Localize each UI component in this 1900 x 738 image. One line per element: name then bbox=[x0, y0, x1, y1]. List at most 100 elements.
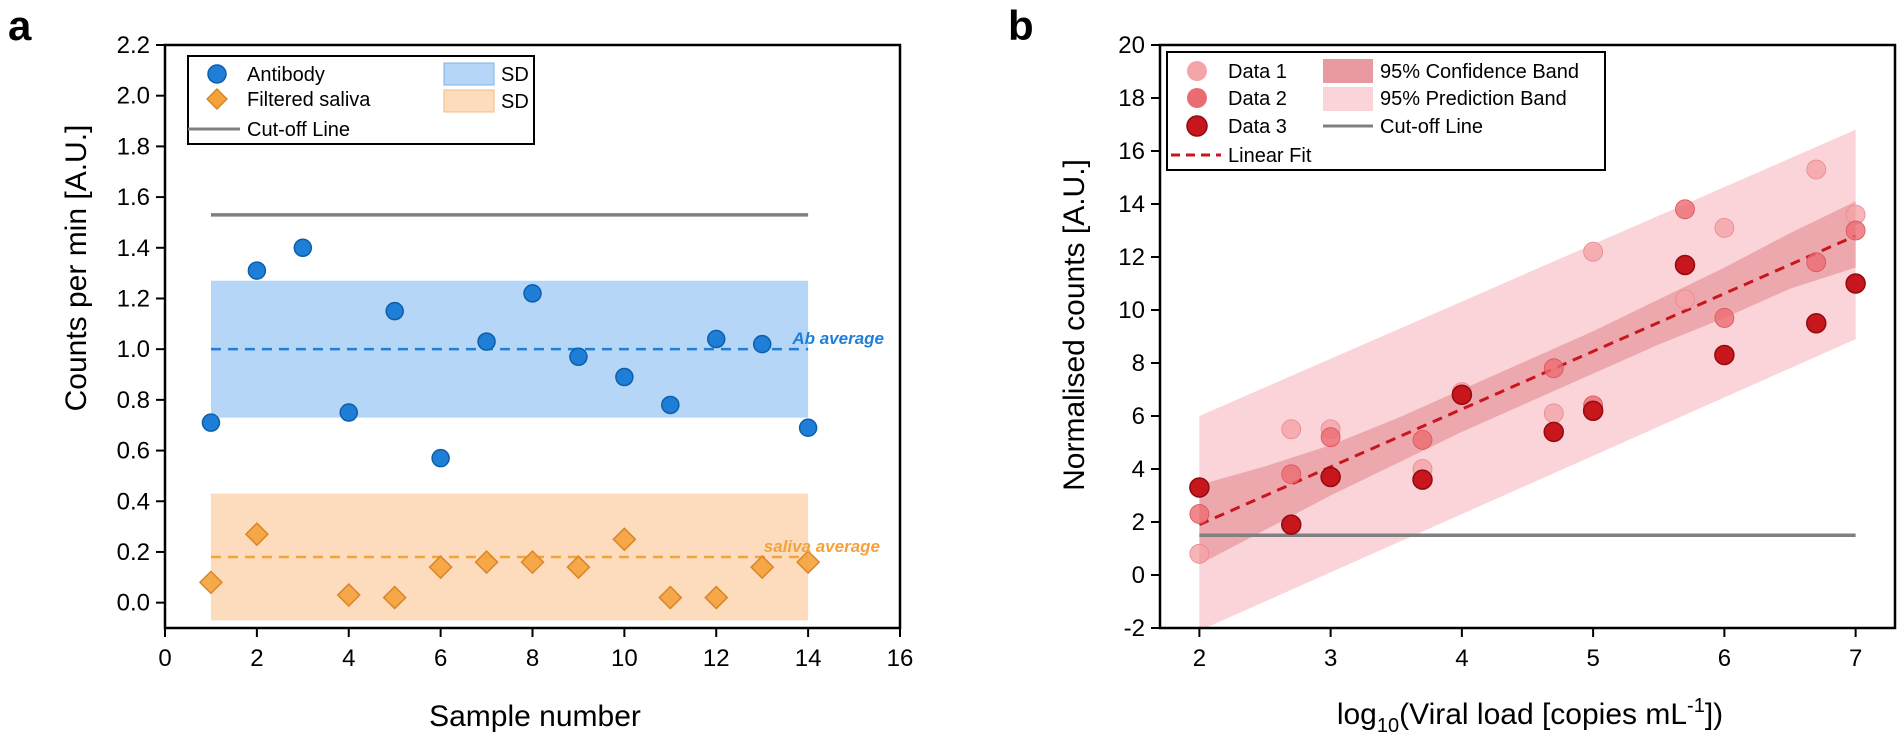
panel-b-y-ticks: -2 0 2 4 6 8 10 12 14 16 18 20 bbox=[1118, 32, 1160, 642]
x-tick-label: 6 bbox=[434, 645, 447, 672]
saliva-point bbox=[612, 527, 637, 552]
x-label-sup: -1 bbox=[1687, 695, 1705, 717]
antibody-point bbox=[523, 284, 542, 303]
y-tick-label: 0.0 bbox=[117, 590, 150, 617]
legend-saliva-marker bbox=[206, 88, 228, 110]
y-tick-label: 1.6 bbox=[117, 184, 150, 211]
legend-data2-label: Data 2 bbox=[1228, 88, 1287, 110]
antibody-point bbox=[569, 347, 588, 367]
data3-point bbox=[1320, 466, 1341, 488]
antibody-point bbox=[431, 448, 450, 468]
panel-a-label: a bbox=[8, 2, 32, 49]
data3-point bbox=[1543, 421, 1564, 443]
panel-b-frame bbox=[1158, 43, 1897, 630]
data1-point bbox=[1806, 159, 1827, 180]
ab-average-annotation: Ab average bbox=[791, 329, 884, 348]
antibody-point bbox=[247, 261, 267, 280]
saliva-point bbox=[198, 570, 223, 595]
data3-point bbox=[1806, 313, 1827, 334]
y-tick-label: 1.4 bbox=[117, 235, 150, 262]
x-tick-label: 2 bbox=[250, 645, 263, 672]
data3-point bbox=[1714, 344, 1735, 366]
y-tick-label: 0.6 bbox=[117, 438, 150, 465]
y-tick-label: 0.8 bbox=[117, 387, 150, 414]
legend-data2-marker bbox=[1187, 88, 1207, 108]
data3-point bbox=[1281, 514, 1302, 535]
antibody-point bbox=[707, 329, 726, 349]
panel-a-x-label: Sample number bbox=[429, 700, 641, 733]
data2-point bbox=[1281, 464, 1302, 485]
legend-sd-antibody-swatch bbox=[443, 62, 495, 86]
x-tick-label: 0 bbox=[158, 645, 171, 672]
saliva-point bbox=[244, 522, 269, 547]
y-tick-label: 18 bbox=[1118, 85, 1145, 112]
x-tick-label: 12 bbox=[703, 645, 730, 672]
saliva-point bbox=[566, 555, 591, 580]
data3-point bbox=[1845, 273, 1866, 294]
y-tick-label: 2 bbox=[1132, 509, 1145, 536]
legend-sd-saliva-swatch bbox=[443, 89, 495, 113]
x-label-main: (Viral load [copies mL bbox=[1399, 698, 1687, 731]
data1-point bbox=[1675, 289, 1695, 310]
saliva-point bbox=[658, 585, 683, 610]
y-tick-label: 0.2 bbox=[117, 539, 150, 566]
y-tick-label: 6 bbox=[1132, 403, 1145, 430]
legend-fit-label: Linear Fit bbox=[1228, 145, 1312, 167]
legend-data1-label: Data 1 bbox=[1228, 61, 1287, 83]
panel-a-y-label: Counts per min [A.U.] bbox=[60, 125, 93, 412]
antibody-point bbox=[615, 367, 634, 387]
x-tick-label: 4 bbox=[342, 645, 355, 672]
data2-point bbox=[1714, 308, 1735, 328]
y-tick-label: 0 bbox=[1132, 562, 1145, 589]
x-tick-label: 8 bbox=[526, 645, 539, 672]
data2-point bbox=[1412, 429, 1433, 450]
y-tick-label: 1.0 bbox=[117, 336, 150, 363]
legend-antibody-marker bbox=[207, 64, 227, 84]
y-tick-label: -2 bbox=[1124, 615, 1145, 642]
legend-cutoff-label: Cut-off Line bbox=[247, 119, 350, 141]
legend-sd-antibody-label: SD bbox=[501, 64, 529, 86]
data2-point bbox=[1675, 199, 1695, 220]
panel-a-x-ticks: 0 2 4 6 8 10 12 14 16 bbox=[158, 628, 913, 672]
x-tick-label: 7 bbox=[1849, 645, 1862, 672]
antibody-point bbox=[385, 301, 404, 321]
legend-cutoff-b-label: Cut-off Line bbox=[1380, 116, 1483, 138]
saliva-point bbox=[520, 550, 545, 575]
saliva-point bbox=[428, 555, 453, 580]
legend-confidence-label: 95% Confidence Band bbox=[1380, 61, 1579, 83]
legend-data3-label: Data 3 bbox=[1228, 116, 1287, 138]
y-tick-label: 4 bbox=[1132, 456, 1145, 483]
x-tick-label: 3 bbox=[1324, 645, 1337, 672]
y-tick-label: 12 bbox=[1118, 244, 1145, 271]
y-tick-label: 1.2 bbox=[117, 285, 150, 312]
legend-sd-saliva-label: SD bbox=[501, 91, 529, 113]
y-tick-label: 2.0 bbox=[117, 83, 150, 110]
panel-a-points bbox=[198, 238, 821, 610]
antibody-point bbox=[339, 403, 358, 422]
y-tick-label: 10 bbox=[1118, 297, 1145, 324]
panel-b-lines bbox=[1198, 234, 1857, 537]
data2-point bbox=[1845, 220, 1866, 241]
legend-prediction-swatch bbox=[1323, 87, 1373, 111]
data3-point bbox=[1189, 477, 1210, 498]
y-tick-label: 0.4 bbox=[117, 488, 150, 515]
legend-data1-marker bbox=[1187, 61, 1207, 81]
x-label-sub: 10 bbox=[1377, 715, 1399, 737]
legend-saliva-label: Filtered saliva bbox=[247, 89, 371, 111]
data1-point bbox=[1189, 543, 1210, 564]
y-tick-label: 1.8 bbox=[117, 133, 150, 160]
data1-point bbox=[1543, 403, 1564, 424]
panel-a-lines bbox=[210, 213, 809, 559]
panel-b-x-label: log10(Viral load [copies mL-1]) bbox=[1337, 695, 1723, 737]
linear-fit-line bbox=[1198, 234, 1857, 527]
data2-point bbox=[1189, 504, 1210, 524]
x-label-log: log bbox=[1337, 698, 1377, 731]
panel-b-x-ticks: 2 3 4 5 6 7 bbox=[1193, 628, 1862, 672]
data3-point bbox=[1451, 384, 1473, 406]
saliva-average-annotation: saliva average bbox=[764, 537, 880, 556]
antibody-point bbox=[477, 332, 496, 351]
panel-b-legend: Data 1 Data 2 Data 3 Linear Fit 95% Conf… bbox=[1166, 51, 1606, 171]
y-tick-label: 14 bbox=[1118, 191, 1145, 218]
x-label-end: ]) bbox=[1705, 698, 1723, 731]
legend-confidence-swatch bbox=[1323, 59, 1373, 83]
